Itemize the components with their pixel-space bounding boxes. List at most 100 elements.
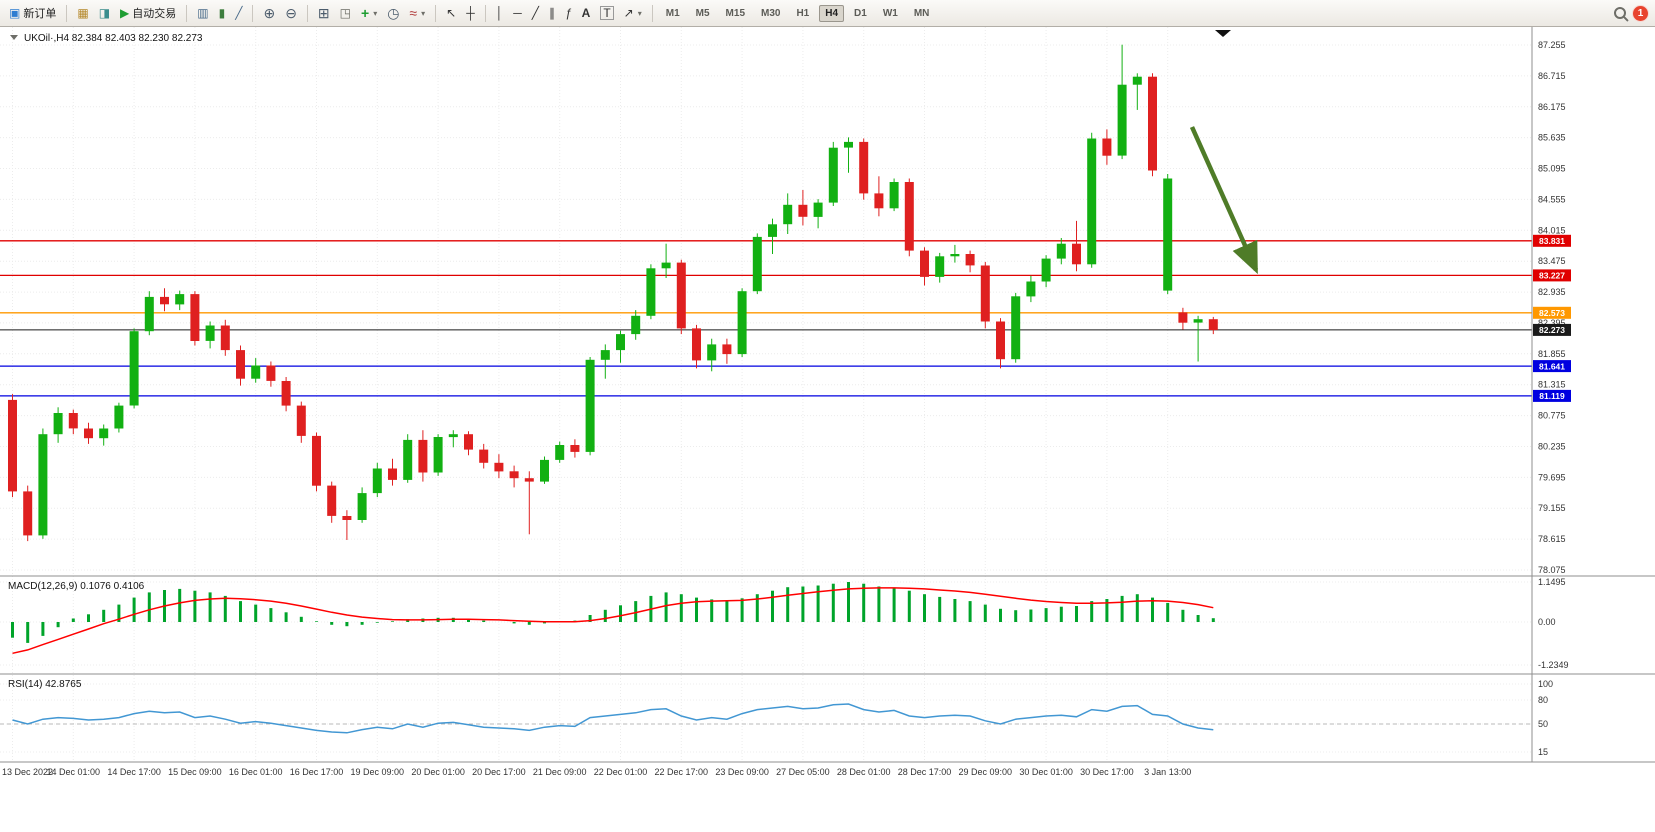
svg-text:UKOil·,H4 82.384 82.403 82.230: UKOil·,H4 82.384 82.403 82.230 82.273 [24, 33, 203, 44]
channel-tool-button[interactable]: ∥ [545, 3, 559, 24]
svg-text:27 Dec 05:00: 27 Dec 05:00 [776, 767, 830, 777]
tile-windows-button[interactable]: ⊞ [314, 3, 334, 24]
svg-text:50: 50 [1538, 719, 1548, 729]
new-chart-button[interactable]: + ▾ [357, 3, 381, 24]
svg-text:81.119: 81.119 [1539, 391, 1565, 401]
svg-text:29 Dec 09:00: 29 Dec 09:00 [959, 767, 1013, 777]
svg-text:84.015: 84.015 [1538, 225, 1566, 235]
svg-text:0.00: 0.00 [1538, 617, 1556, 627]
timeframe-w1-button[interactable]: W1 [882, 7, 898, 19]
horizontal-lines[interactable] [0, 240, 1532, 397]
timeframe-m1-button[interactable]: M1 [665, 7, 680, 19]
svg-text:86.715: 86.715 [1538, 71, 1566, 81]
crosshair-tool-button[interactable]: ┼ [462, 3, 479, 24]
svg-text:79.155: 79.155 [1538, 503, 1566, 513]
arrows-menu-button[interactable]: ↗ ▾ [620, 3, 646, 24]
bar-chart-mode-button[interactable]: ▥ [193, 3, 212, 24]
separator [186, 4, 188, 22]
auto-trading-button[interactable]: ▶ 自动交易 [116, 3, 180, 24]
svg-text:100: 100 [1538, 679, 1553, 689]
toolbar: ▣ 新订单 ▦ ◨ ▶ 自动交易 ▥ ▮ ╱ ⊕ ⊖ ⊞ ◳ + ▾ ◷ ≈ ▾ [0, 0, 1655, 27]
search-icon[interactable] [1614, 7, 1626, 19]
price-chart[interactable]: 87.255 86.715 86.175 85.635 85.095 84.555 84.0… [0, 27, 1655, 827]
svg-text:83.227: 83.227 [1539, 271, 1565, 281]
svg-text:28 Dec 01:00: 28 Dec 01:00 [837, 767, 891, 777]
candles [8, 44, 1218, 542]
indicators-button[interactable]: ≈ ▾ [405, 3, 429, 24]
svg-text:15 Dec 09:00: 15 Dec 09:00 [168, 767, 222, 777]
price-tags: 83.831 83.227 82.573 82.273 81.641 81.119 [1533, 234, 1571, 402]
horizontal-line-tool-button[interactable]: ─ [509, 3, 526, 24]
svg-text:16 Dec 17:00: 16 Dec 17:00 [290, 767, 344, 777]
text-icon: A [581, 6, 591, 20]
line-chart-mode-button[interactable]: ╱ [231, 3, 246, 24]
symbol-info[interactable]: UKOil·,H4 82.384 82.403 82.230 82.273 [10, 33, 203, 44]
timeframe-m30-button[interactable]: M30 [761, 7, 781, 19]
promote-chart-icon: ◳ [339, 6, 351, 20]
svg-text:19 Dec 09:00: 19 Dec 09:00 [351, 767, 405, 777]
chevron-down-icon: ▾ [637, 8, 642, 18]
svg-text:83.475: 83.475 [1538, 256, 1566, 266]
separator [252, 4, 254, 22]
svg-text:1.1495: 1.1495 [1538, 577, 1566, 587]
timeframe-h1-button[interactable]: H1 [796, 7, 810, 19]
new-chart-icon: + [361, 5, 370, 21]
text-label-icon: T [600, 6, 614, 20]
promote-chart-button[interactable]: ◳ [336, 3, 355, 24]
svg-text:20 Dec 01:00: 20 Dec 01:00 [411, 767, 465, 777]
svg-text:84.555: 84.555 [1538, 194, 1566, 204]
svg-text:-1.2349: -1.2349 [1538, 660, 1569, 670]
svg-text:14 Dec 01:00: 14 Dec 01:00 [47, 767, 101, 777]
indicators-icon: ≈ [409, 5, 418, 21]
timeframe-m5-button[interactable]: M5 [695, 7, 710, 19]
trendline-tool-button[interactable]: ╱ [528, 3, 543, 24]
svg-text:87.255: 87.255 [1538, 40, 1566, 50]
separator [66, 4, 68, 22]
notification-badge[interactable]: 1 [1633, 5, 1648, 21]
text-label-tool-button[interactable]: T [596, 3, 617, 24]
svg-text:82.573: 82.573 [1539, 308, 1565, 318]
zoom-in-button[interactable]: ⊕ [259, 3, 279, 24]
zoom-out-icon: ⊖ [285, 5, 297, 21]
trendline-icon: ╱ [531, 6, 539, 20]
navigator-button[interactable]: ◨ [95, 3, 114, 24]
tile-windows-icon: ⊞ [317, 5, 330, 21]
market-watch-button[interactable]: ▦ [73, 3, 92, 24]
timeframe-mn-button[interactable]: MN [913, 7, 930, 19]
cursor-tool-button[interactable]: ↖ [442, 3, 460, 24]
cursor-icon: ↖ [446, 6, 457, 20]
svg-text:30 Dec 17:00: 30 Dec 17:00 [1080, 767, 1134, 777]
auto-trading-icon: ▶ [120, 6, 130, 20]
candlestick-mode-button[interactable]: ▮ [215, 3, 230, 24]
svg-text:81.315: 81.315 [1538, 380, 1566, 390]
clock-icon: ◷ [387, 5, 400, 21]
svg-text:20 Dec 17:00: 20 Dec 17:00 [472, 767, 526, 777]
svg-text:83.831: 83.831 [1539, 236, 1565, 246]
new-order-icon: ▣ [9, 6, 21, 20]
svg-text:80: 80 [1538, 695, 1548, 705]
svg-text:30 Dec 01:00: 30 Dec 01:00 [1019, 767, 1073, 777]
svg-text:82.935: 82.935 [1538, 287, 1566, 297]
fibonacci-tool-button[interactable]: ƒ [561, 3, 576, 24]
macd-panel: 1.1495 0.00 -1.2349 MACD(12,26,9) 0.1076 0.… [0, 575, 1655, 670]
vertical-line-tool-button[interactable]: │ [492, 3, 508, 24]
separator [651, 4, 653, 22]
text-tool-button[interactable]: A [578, 3, 595, 24]
market-watch-icon: ▦ [77, 6, 89, 20]
chart-shift-marker[interactable] [1215, 30, 1231, 37]
bar-chart-icon: ▥ [197, 6, 209, 20]
svg-text:21 Dec 09:00: 21 Dec 09:00 [533, 767, 587, 777]
vertical-line-icon: │ [495, 6, 504, 20]
timeframe-h4-button[interactable]: H4 [819, 4, 845, 22]
period-clock-button[interactable]: ◷ [383, 3, 403, 24]
timeframe-m15-button[interactable]: M15 [725, 7, 745, 19]
timeframe-d1-button[interactable]: D1 [854, 7, 867, 19]
svg-text:15: 15 [1538, 747, 1548, 757]
trend-arrow-annotation[interactable] [1189, 126, 1259, 275]
svg-text:3 Jan 13:00: 3 Jan 13:00 [1144, 767, 1191, 777]
zoom-out-button[interactable]: ⊖ [281, 3, 301, 24]
new-order-button[interactable]: ▣ 新订单 [5, 3, 60, 24]
svg-text:78.075: 78.075 [1538, 565, 1566, 575]
chart-area[interactable]: 87.255 86.715 86.175 85.635 85.095 84.555 84.0… [0, 27, 1655, 827]
